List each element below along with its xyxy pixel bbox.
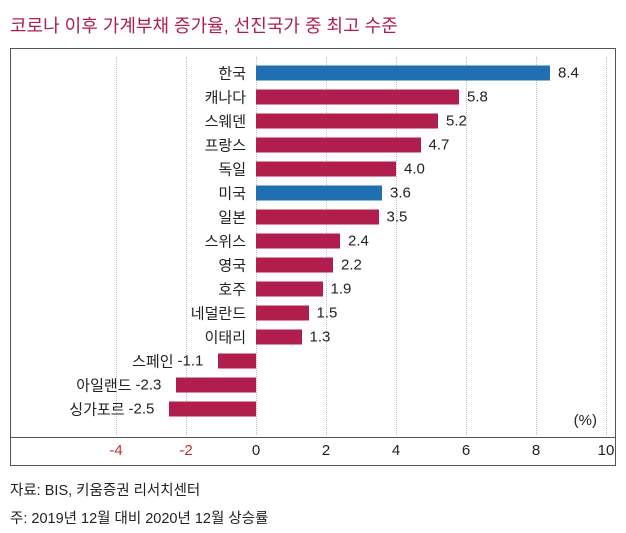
source-text: BIS, 키움증권 리서치센터	[45, 483, 201, 499]
x-tick-label: 2	[322, 442, 330, 459]
bar	[176, 378, 257, 393]
value-label: 2.4	[348, 233, 369, 250]
note-line: 주: 2019년 12월 대비 2020년 12월 상승률	[10, 506, 616, 533]
bar	[256, 210, 379, 225]
bar-row: 영국 2.2	[11, 253, 615, 277]
plot-region: 한국 8.4 캐나다 5.8 스웨덴 5.2 프랑스 4.7 독일 4.0 미국 3.6 일본 3.5 스위…	[11, 49, 615, 465]
value-label: -2.5	[129, 401, 155, 418]
value-label: 5.8	[467, 89, 488, 106]
bar	[256, 306, 309, 321]
category-label: 호주	[218, 279, 246, 300]
bar-row: 캐나다 5.8	[11, 85, 615, 109]
bar	[218, 354, 257, 369]
bar	[256, 162, 396, 177]
value-label: 3.6	[390, 185, 411, 202]
bar-row: 스웨덴 5.2	[11, 109, 615, 133]
value-label: 4.0	[404, 161, 425, 178]
category-label: 스웨덴	[205, 111, 246, 132]
value-label: -2.3	[136, 377, 162, 394]
bar	[256, 258, 333, 273]
bar	[169, 402, 257, 417]
value-label: 2.2	[341, 257, 362, 274]
bar-row: 프랑스 4.7	[11, 133, 615, 157]
category-label: 영국	[218, 255, 246, 276]
category-label: 싱가포르	[69, 399, 124, 420]
x-axis	[11, 437, 615, 438]
value-label: 8.4	[558, 65, 579, 82]
source-label: 자료:	[10, 483, 41, 499]
value-label: 1.9	[331, 281, 352, 298]
x-tick-label: 0	[252, 442, 260, 459]
x-tick-label: 6	[462, 442, 470, 459]
bar-row: 스페인 -1.1	[11, 349, 615, 373]
value-label: 1.3	[310, 329, 331, 346]
x-tick-label: -4	[109, 442, 122, 459]
bar	[256, 186, 382, 201]
bar	[256, 138, 421, 153]
bar	[256, 330, 302, 345]
source-line: 자료: BIS, 키움증권 리서치센터	[10, 478, 616, 506]
bar	[256, 114, 438, 129]
category-label: 미국	[218, 183, 246, 204]
bar-row: 이태리 1.3	[11, 325, 615, 349]
value-label: 4.7	[429, 137, 450, 154]
bar-row: 일본 3.5	[11, 205, 615, 229]
chart-footer: 자료: BIS, 키움증권 리서치센터 주: 2019년 12월 대비 2020…	[0, 466, 626, 533]
bar-row: 네덜란드 1.5	[11, 301, 615, 325]
x-tick-label: 4	[392, 442, 400, 459]
category-label: 프랑스	[205, 135, 246, 156]
chart-area: 한국 8.4 캐나다 5.8 스웨덴 5.2 프랑스 4.7 독일 4.0 미국 3.6 일본 3.5 스위…	[10, 48, 616, 466]
chart-title: 코로나 이후 가계부채 증가율, 선진국가 중 최고 수준	[0, 0, 626, 48]
category-label: 스위스	[205, 231, 246, 252]
category-label: 스페인	[132, 351, 173, 372]
category-label: 일본	[218, 207, 246, 228]
bar-row: 호주 1.9	[11, 277, 615, 301]
x-tick-label: -2	[179, 442, 192, 459]
bar-row: 한국 8.4	[11, 61, 615, 85]
category-label: 네덜란드	[191, 303, 246, 324]
category-label: 아일랜드	[76, 375, 131, 396]
bar	[256, 66, 550, 81]
value-label: 5.2	[446, 113, 467, 130]
bar-row: 아일랜드 -2.3	[11, 373, 615, 397]
value-label: 1.5	[317, 305, 338, 322]
category-label: 캐나다	[205, 87, 246, 108]
note-label: 주:	[10, 511, 27, 527]
bar	[256, 282, 323, 297]
bar-row: 독일 4.0	[11, 157, 615, 181]
unit-label: (%)	[574, 412, 597, 429]
category-label: 한국	[218, 63, 246, 84]
note-text: 2019년 12월 대비 2020년 12월 상승률	[31, 511, 268, 527]
bar	[256, 90, 459, 105]
value-label: -1.1	[178, 353, 204, 370]
x-tick-label: 10	[598, 442, 615, 459]
x-tick-label: 8	[532, 442, 540, 459]
value-label: 3.5	[387, 209, 408, 226]
category-label: 이태리	[205, 327, 246, 348]
category-label: 독일	[218, 159, 246, 180]
bar-row: 미국 3.6	[11, 181, 615, 205]
bar	[256, 234, 340, 249]
bar-row: 싱가포르 -2.5	[11, 397, 615, 421]
bar-row: 스위스 2.4	[11, 229, 615, 253]
